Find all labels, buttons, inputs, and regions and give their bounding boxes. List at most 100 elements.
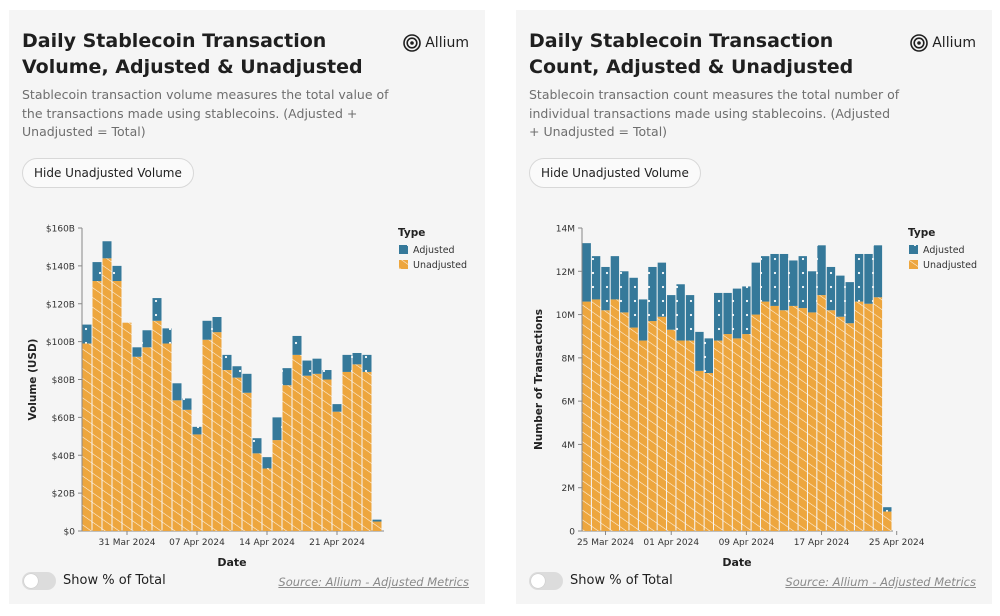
chart-description: Stablecoin transaction volume measures t… [22,87,389,139]
adjusted-bar [704,338,714,374]
adjusted-bar [751,262,760,315]
x-tick-label: 14 Apr 2024 [239,538,295,548]
source-link[interactable]: Source: Allium - Adjusted Metrics [278,575,469,589]
y-axis-label: Volume (USD) [27,339,39,421]
volume-bar-chart: $0 $20B $40B $60B $80B $100B $120B $140B $160B Vo… [27,225,467,570]
adjusted-bar [212,317,222,333]
chart-title: Daily Stablecoin Transaction Volume, Adj… [22,30,363,78]
adjusted-bar [82,324,92,344]
unadjusted-bar [610,299,620,531]
adjusted-bar [192,426,202,435]
y-tick-label: 10M [556,311,575,321]
unadjusted-bar [751,314,760,531]
unadjusted-bar [591,299,601,531]
unadjusted-bar [352,364,362,531]
adjusted-bar [152,298,162,321]
adjusted-bar [629,277,638,328]
unadjusted-bar [282,385,292,531]
adjusted-bar [362,354,372,372]
source-link[interactable]: Source: Allium - Adjusted Metrics [785,575,976,589]
unadjusted-bar [742,334,751,531]
adjusted-bar [864,253,873,304]
unadjusted-bar [836,316,845,531]
y-tick-label: $160B [46,225,75,235]
unadjusted-bar [826,310,836,531]
brand-name: Allium [425,35,469,51]
adjusted-bar [352,352,362,365]
adjusted-bar [770,253,779,306]
y-tick-label: $100B [46,338,75,348]
unadjusted-bar [601,310,610,531]
adjusted-bar [372,519,382,522]
adjusted-bar [202,320,212,340]
adjusted-bar [92,262,102,282]
allium-logo-icon [910,34,929,52]
unadjusted-bar [760,301,770,531]
adjusted-bar [222,354,232,371]
y-tick-label: $60B [52,414,75,424]
x-tick-label: 21 Apr 2024 [309,538,365,548]
x-axis-label: Date [722,556,751,569]
unadjusted-bar [667,329,676,531]
unadjusted-bar [798,308,807,531]
volume-chart-card: Daily Stablecoin Transaction Volume, Adj… [9,10,485,604]
legend-title: Type [398,227,425,239]
adjusted-bar [262,457,272,469]
adjusted-bar [789,260,798,306]
adjusted-bar [723,292,732,335]
adjusted-bar [252,438,262,454]
unadjusted-bar [302,375,312,531]
y-tick-label: 6M [562,398,576,408]
unadjusted-bar [182,409,192,531]
percent-of-total-toggle[interactable] [529,572,563,590]
unadjusted-bar [704,373,714,531]
unadjusted-bar [292,354,302,531]
count-chart-card: Daily Stablecoin Transaction Count, Adju… [516,10,992,604]
adjusted-bar [826,266,836,311]
unadjusted-bar [372,521,382,531]
unadjusted-bar [112,281,122,531]
unadjusted-bar [723,334,732,531]
y-axis-label: Number of Transactions [533,309,545,450]
adjusted-bar [657,262,667,317]
x-tick-label: 09 Apr 2024 [719,538,775,548]
legend-swatch [909,245,918,254]
brand: Allium [910,34,976,52]
unadjusted-bar [676,340,685,531]
unadjusted-bar [142,347,152,531]
unadjusted-bar [789,305,798,531]
x-tick-label: 17 Apr 2024 [794,538,850,548]
y-tick-label: 12M [556,268,575,278]
x-axis-label: Date [217,556,246,569]
unadjusted-bar [92,281,102,531]
unadjusted-bar [82,343,92,531]
unadjusted-bar [845,323,854,531]
adjusted-bar [172,383,182,401]
toggle-label: Show % of Total [63,573,166,588]
adjusted-bar [676,284,685,341]
hide-unadjusted-button[interactable]: Hide Unadjusted Volume [22,158,194,188]
adjusted-bar [807,271,817,313]
unadjusted-bar [883,511,892,531]
adjusted-bar [302,360,312,376]
adjusted-bar [591,256,601,300]
unadjusted-bar [873,297,883,531]
unadjusted-bar [638,340,648,531]
adjusted-bar [695,331,704,371]
y-tick-label: $140B [46,262,75,272]
y-tick-label: 8M [562,354,576,364]
adjusted-bar [112,265,122,282]
toggle-label: Show % of Total [570,573,673,588]
unadjusted-bar [582,301,591,531]
unadjusted-bar [152,320,162,531]
unadjusted-bar [332,411,342,531]
percent-of-total-toggle[interactable] [22,572,56,590]
x-tick-label: 25 Mar 2024 [577,538,634,548]
unadjusted-bar [685,340,695,531]
adjusted-bar [638,299,648,341]
unadjusted-bar [629,327,638,531]
brand-name: Allium [932,35,976,51]
hide-unadjusted-button[interactable]: Hide Unadjusted Volume [529,158,701,188]
adjusted-bar [798,256,807,309]
y-tick-label: $20B [52,490,75,500]
